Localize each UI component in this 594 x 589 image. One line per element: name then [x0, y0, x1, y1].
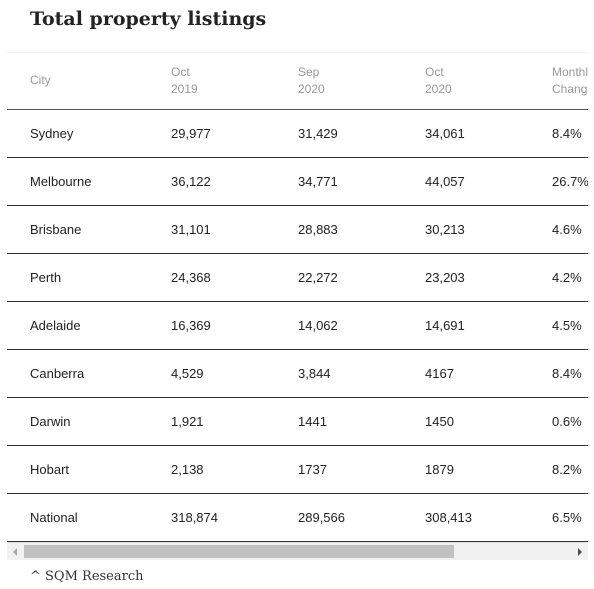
- monthly-change-cell: 8.4%: [552, 109, 588, 158]
- table-row: Hobart 2,138 1737 1879 8.2%: [7, 445, 588, 494]
- oct-2019-cell: 4,529: [171, 349, 298, 398]
- monthly-change-cell: 8.4%: [552, 349, 588, 398]
- chevron-right-icon[interactable]: [572, 543, 588, 560]
- oct-2019-cell: 31,101: [171, 205, 298, 254]
- oct-2020-cell: 1450: [425, 397, 552, 446]
- oct-2019-cell: 36,122: [171, 157, 298, 206]
- table-row: Adelaide 16,369 14,062 14,691 4.5%: [7, 301, 588, 350]
- oct-2020-cell: 34,061: [425, 109, 552, 158]
- table-row: Melbourne 36,122 34,771 44,057 26.7%: [7, 157, 588, 206]
- oct-2020-cell: 14,691: [425, 301, 552, 350]
- table-row: Perth 24,368 22,272 23,203 4.2%: [7, 253, 588, 302]
- monthly-change-cell: 26.7%: [552, 157, 588, 206]
- city-cell: Melbourne: [7, 157, 171, 206]
- sep-2020-cell: 1441: [298, 397, 425, 446]
- city-cell: Darwin: [7, 397, 171, 446]
- city-cell: National: [7, 493, 171, 542]
- horizontal-scrollbar[interactable]: [7, 542, 588, 560]
- monthly-change-cell: 4.2%: [552, 253, 588, 302]
- page-title: Total property listings: [30, 8, 267, 30]
- sep-2020-cell: 22,272: [298, 253, 425, 302]
- city-cell: Perth: [7, 253, 171, 302]
- scrollbar-thumb[interactable]: [24, 545, 454, 558]
- oct-2020-cell: 30,213: [425, 205, 552, 254]
- table-scroll-container[interactable]: City Oct 2019 Sep 2020 Oct 2020 Monthly …: [7, 52, 588, 542]
- table-row: Sydney 29,977 31,429 34,061 8.4%: [7, 109, 588, 158]
- city-cell: Sydney: [7, 109, 171, 158]
- city-cell: Hobart: [7, 445, 171, 494]
- sep-2020-cell: 1737: [298, 445, 425, 494]
- sep-2020-cell: 3,844: [298, 349, 425, 398]
- oct-2019-cell: 24,368: [171, 253, 298, 302]
- sep-2020-cell: 34,771: [298, 157, 425, 206]
- source-caption: ^ SQM Research: [30, 569, 144, 584]
- table-row: Brisbane 31,101 28,883 30,213 4.6%: [7, 205, 588, 254]
- sep-2020-cell: 31,429: [298, 109, 425, 158]
- oct-2020-cell: 1879: [425, 445, 552, 494]
- oct-2020-cell: 23,203: [425, 253, 552, 302]
- listings-table: City Oct 2019 Sep 2020 Oct 2020 Monthly …: [7, 52, 588, 542]
- city-cell: Brisbane: [7, 205, 171, 254]
- table-row: Canberra 4,529 3,844 4167 8.4%: [7, 349, 588, 398]
- oct-2020-cell: 44,057: [425, 157, 552, 206]
- monthly-change-cell: 6.5%: [552, 493, 588, 542]
- column-header-monthly-change: Monthly Change: [552, 52, 588, 110]
- column-header-oct-2019: Oct 2019: [171, 52, 298, 110]
- oct-2019-cell: 2,138: [171, 445, 298, 494]
- monthly-change-cell: 4.5%: [552, 301, 588, 350]
- table-row: Darwin 1,921 1441 1450 0.6%: [7, 397, 588, 446]
- monthly-change-cell: 4.6%: [552, 205, 588, 254]
- column-header-oct-2020: Oct 2020: [425, 52, 552, 110]
- column-header-city: City: [7, 52, 171, 110]
- oct-2019-cell: 1,921: [171, 397, 298, 446]
- oct-2019-cell: 318,874: [171, 493, 298, 542]
- sep-2020-cell: 14,062: [298, 301, 425, 350]
- city-cell: Adelaide: [7, 301, 171, 350]
- oct-2019-cell: 29,977: [171, 109, 298, 158]
- table-row: National 318,874 289,566 308,413 6.5%: [7, 493, 588, 542]
- sep-2020-cell: 289,566: [298, 493, 425, 542]
- oct-2020-cell: 308,413: [425, 493, 552, 542]
- oct-2020-cell: 4167: [425, 349, 552, 398]
- chevron-left-icon[interactable]: [7, 543, 23, 560]
- monthly-change-cell: 0.6%: [552, 397, 588, 446]
- monthly-change-cell: 8.2%: [552, 445, 588, 494]
- oct-2019-cell: 16,369: [171, 301, 298, 350]
- sep-2020-cell: 28,883: [298, 205, 425, 254]
- city-cell: Canberra: [7, 349, 171, 398]
- table-header-row: City Oct 2019 Sep 2020 Oct 2020 Monthly …: [7, 52, 588, 110]
- column-header-sep-2020: Sep 2020: [298, 52, 425, 110]
